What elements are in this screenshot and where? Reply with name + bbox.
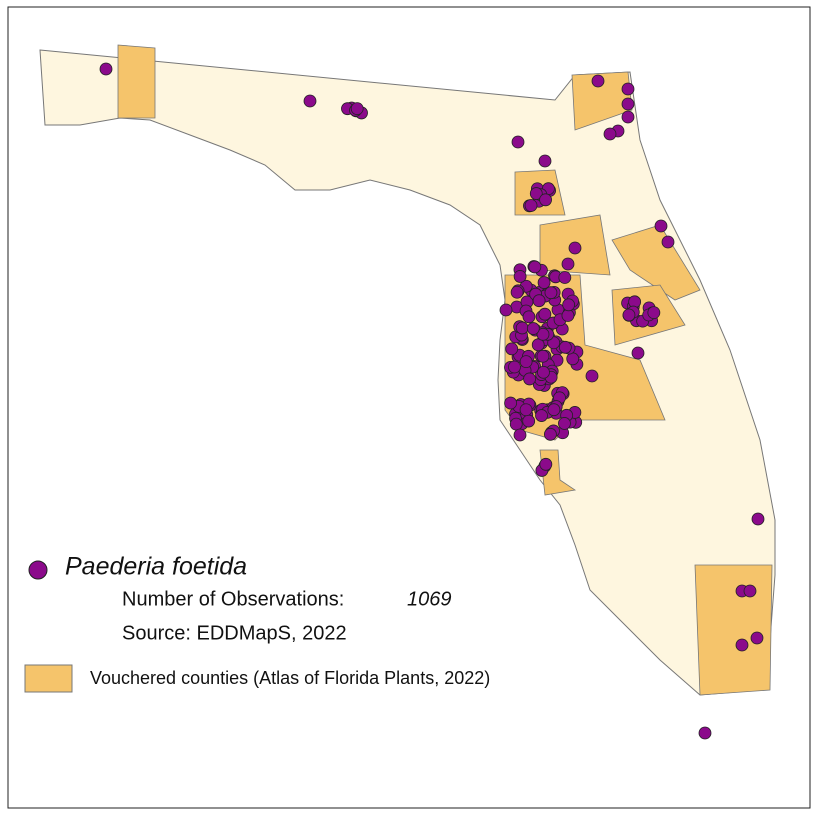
observation-dot (303, 94, 317, 108)
observation-dot (562, 298, 576, 312)
observation-dot (735, 638, 749, 652)
observation-dot (509, 417, 523, 431)
observation-dot (536, 327, 550, 341)
observation-dot (698, 726, 712, 740)
species-name: Paederia foetida (65, 553, 247, 581)
observation-dot (504, 396, 517, 410)
observation-dot (622, 308, 636, 322)
observation-dot (529, 187, 543, 200)
observation-dot (510, 285, 524, 299)
observation-dot (561, 309, 575, 322)
observation-dot (568, 241, 582, 255)
observation-dot (532, 294, 546, 308)
observation-dot (526, 322, 540, 335)
vouchered-label: Vouchered counties (Atlas of Florida Pla… (90, 668, 490, 688)
observation-dot (621, 97, 635, 111)
observation-dot (603, 127, 617, 141)
observation-dot (99, 62, 113, 76)
observation-dot (558, 340, 572, 354)
observation-dot (535, 409, 548, 422)
observation-dot (499, 303, 513, 317)
observation-dot (538, 307, 552, 321)
observation-dot (513, 428, 527, 442)
observations-count: 1069 (407, 588, 452, 610)
observation-dot (621, 82, 635, 96)
observation-dot (544, 427, 557, 441)
observation-dot (513, 270, 527, 283)
observation-dot (558, 271, 572, 284)
observation-dot (750, 631, 764, 645)
observation-dot (751, 512, 765, 526)
observation-dot (515, 321, 529, 335)
observation-dot (350, 102, 364, 116)
observation-dot (524, 199, 538, 212)
observation-dot (743, 584, 757, 598)
observation-dot (537, 365, 550, 379)
observation-dot (566, 352, 580, 366)
observation-dot (522, 310, 536, 324)
observation-dot (511, 135, 525, 149)
source: Source: EDDMapS, 2022 (122, 622, 347, 644)
observation-dot (519, 355, 533, 369)
observation-dot (528, 260, 542, 274)
observation-dot (631, 346, 645, 360)
observation-dot (585, 369, 599, 383)
observation-dot (508, 360, 521, 374)
observation-dot (536, 349, 550, 363)
observation-dot (547, 403, 561, 417)
observation-dot (522, 414, 536, 428)
observation-dot (539, 193, 552, 207)
observation-dot (537, 276, 551, 289)
observation-dot (558, 417, 571, 430)
observation-dot (661, 235, 675, 249)
observation-dot (621, 110, 635, 124)
observation-dot (647, 306, 661, 320)
observation-dot (544, 286, 558, 300)
observation-dot (505, 342, 519, 356)
observation-dot (523, 372, 536, 386)
observation-dot (519, 403, 533, 417)
observation-dot (539, 457, 553, 471)
observation-dot (591, 74, 605, 88)
florida (39, 49, 776, 696)
observation-dot (561, 257, 575, 271)
legend-swatch (24, 664, 73, 693)
observation-dot (654, 219, 668, 233)
observations-label: Number of Observations: (122, 588, 344, 610)
observation-dot (538, 154, 552, 168)
observation-dots (99, 62, 765, 740)
observation-dot (531, 338, 545, 352)
legend-dot (28, 560, 48, 580)
